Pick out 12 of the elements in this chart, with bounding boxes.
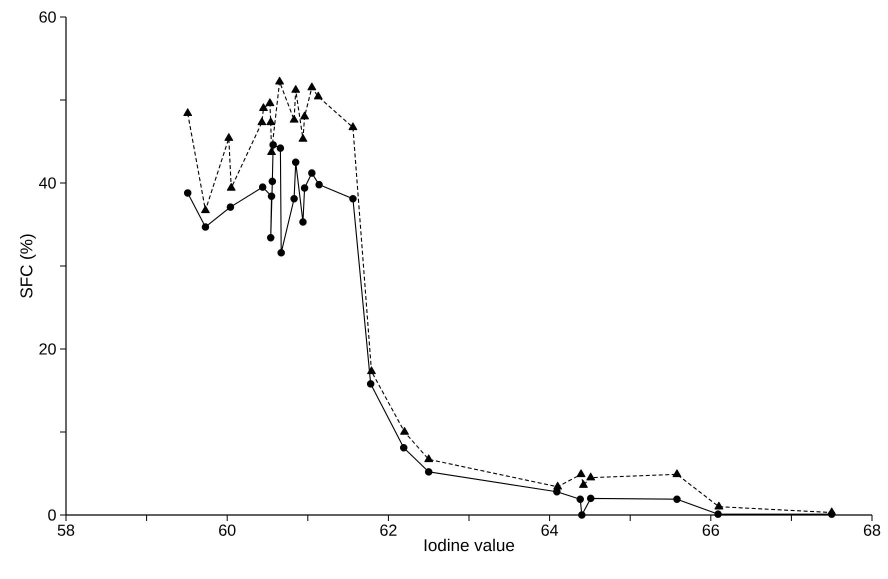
x-tick-label: 68 bbox=[864, 524, 880, 536]
x-axis-title: Iodine value bbox=[424, 538, 514, 552]
y-tick-label: 40 bbox=[39, 177, 56, 189]
x-tick-label: 60 bbox=[219, 524, 236, 536]
x-tick-label: 64 bbox=[542, 524, 558, 536]
x-tick-label: 62 bbox=[380, 524, 396, 536]
y-tick-label: 60 bbox=[39, 11, 56, 23]
y-axis-title: SFC (%) bbox=[20, 234, 36, 298]
y-tick-label: 0 bbox=[48, 509, 56, 521]
x-tick-label: 66 bbox=[702, 524, 719, 536]
x-tick-label: 58 bbox=[58, 524, 74, 536]
y-tick-label: 20 bbox=[39, 343, 56, 355]
